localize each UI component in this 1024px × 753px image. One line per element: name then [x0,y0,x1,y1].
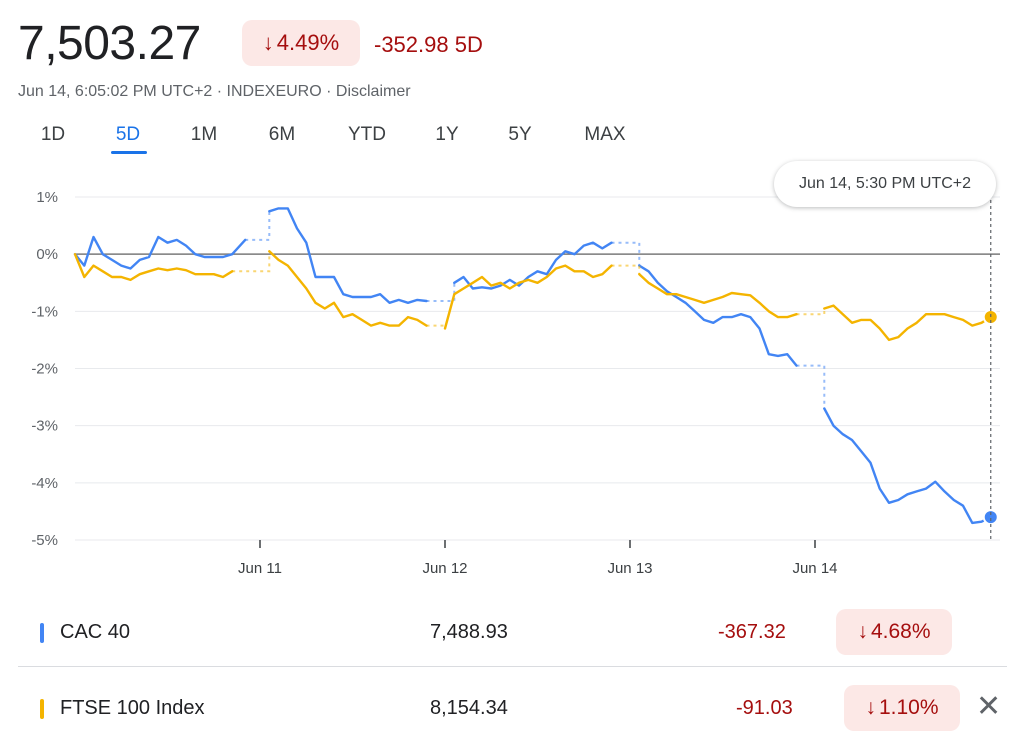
series-line [73,235,247,270]
series-gap-connector [426,282,456,302]
series-line [638,272,798,319]
x-tick-label: Jun 13 [607,560,652,577]
series-line [638,264,798,367]
series-percent: 4.68% [870,620,931,643]
series-line [453,241,613,290]
series-gap-connector [796,308,826,316]
series-name: FTSE 100 Index [60,697,205,719]
y-tick-label: -2% [31,361,58,378]
series-line [73,252,234,282]
y-tick-label: -4% [31,475,58,492]
percent-change-badge: ↓ 4.49% [242,20,360,66]
series-gap-connector [611,241,641,266]
series-value: 7,488.93 [430,621,508,643]
arrow-down-icon: ↓ [262,30,274,55]
tab-max[interactable]: MAX [584,124,626,145]
x-tick-label: Jun 11 [238,560,282,577]
series-line [823,304,992,342]
series-color-swatch [40,699,44,719]
series-gap-connector [611,264,641,275]
series-percent-badge: ↓ 4.68% [836,609,952,655]
series-line [443,264,613,330]
series-name: CAC 40 [60,621,131,643]
y-tick-label: -1% [31,303,58,320]
tab-5d[interactable]: 5D [115,124,141,145]
series-line [268,250,428,327]
chart-tooltip: Jun 14, 5:30 PM UTC+2 [774,161,996,207]
tab-6m[interactable]: 6M [268,124,296,145]
y-tick-label: -3% [31,418,58,435]
tab-1m[interactable]: 1M [190,124,218,145]
table-row[interactable]: FTSE 100 Index 8,154.34 -91.03 ↓ 1.10% ✕ [18,672,1007,742]
x-tick-label: Jun 14 [792,560,837,577]
series-value: 8,154.34 [430,697,508,719]
series-percent: 1.10% [878,696,939,719]
series-line [268,207,428,305]
point-change: -352.98 5D [374,32,483,57]
remove-comparison-close-icon[interactable]: ✕ [976,690,1002,723]
x-tick-label: Jun 12 [422,560,467,577]
series-gap-connector [232,251,271,273]
series-color-swatch [40,623,44,643]
tab-5y[interactable]: 5Y [508,124,532,145]
series-change: -367.32 [718,621,786,643]
series-line [823,407,992,525]
tab-ytd[interactable]: YTD [348,124,386,145]
series-percent-badge: ↓ 1.10% [844,685,960,731]
series-change: -91.03 [736,697,793,719]
table-row[interactable]: CAC 40 7,488.93 -367.32 ↓ 4.68% [18,596,1007,667]
tab-1y[interactable]: 1Y [435,124,459,145]
arrow-down-icon: ↓ [857,620,868,643]
index-price: 7,503.27 [18,17,201,70]
percent-change-value: 4.49% [276,30,340,55]
series-gap-connector [796,364,826,409]
y-tick-label: 1% [36,189,58,206]
range-tabs: 1D 5D 1M 6M YTD 1Y 5Y MAX [24,124,664,158]
tab-1d[interactable]: 1D [40,124,66,145]
series-gap-connector [426,324,446,329]
arrow-down-icon: ↓ [865,696,876,719]
active-tab-indicator [111,151,147,154]
y-tick-label: 0% [36,246,58,263]
quote-meta: Jun 14, 6:05:02 PM UTC+2 · INDEXEURO · D… [18,83,411,100]
comparison-line-chart[interactable]: 1% 0% -1% -2% -3% -4% -5% Jun 11 Jun 12 Jun 13 Jun… [0,160,1024,590]
series-gap-connector [245,211,271,241]
y-tick-label: -5% [31,532,58,549]
